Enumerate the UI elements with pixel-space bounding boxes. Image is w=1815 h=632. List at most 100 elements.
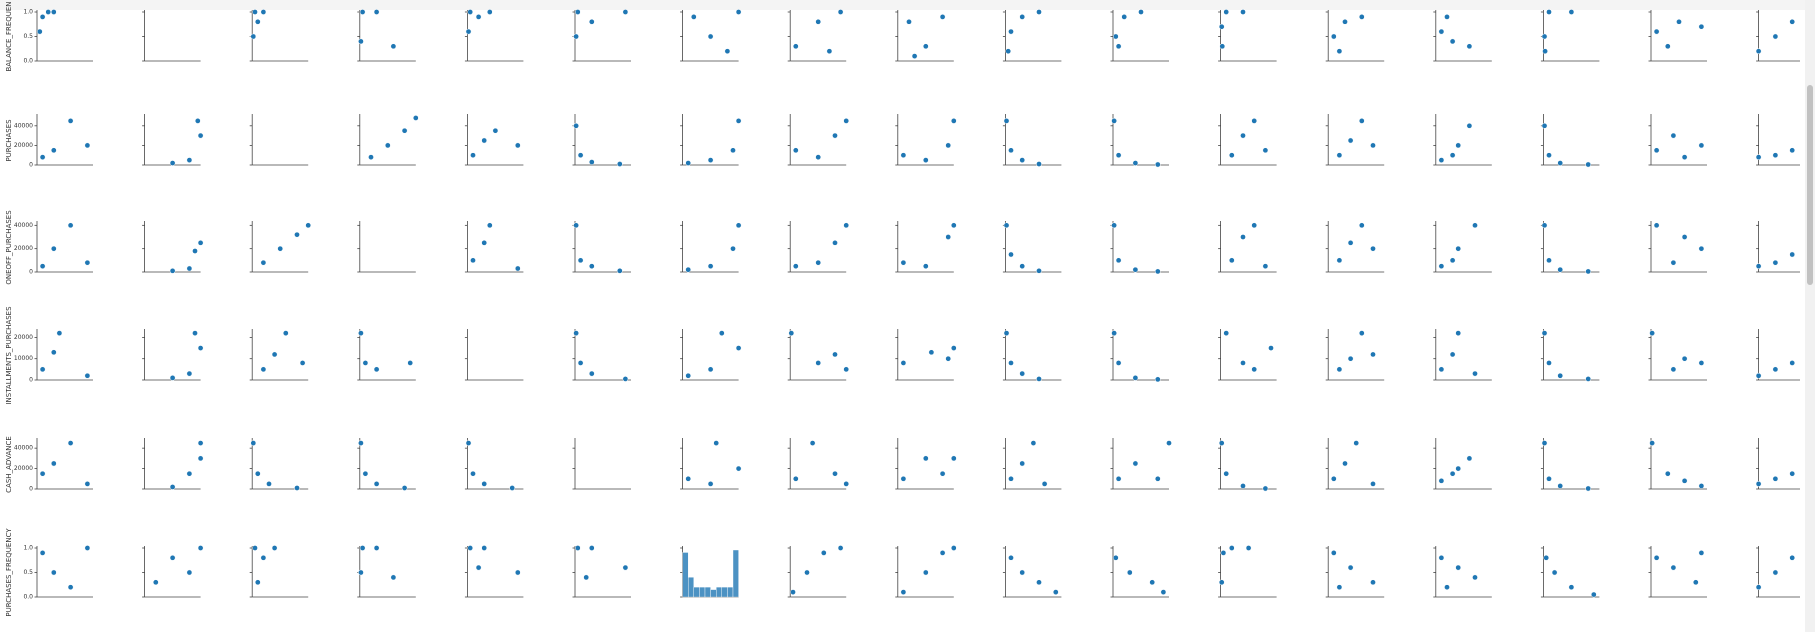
- scatter-point: [1772, 33, 1779, 40]
- scrollbar[interactable]: [1805, 0, 1815, 632]
- scatter-point: [1755, 263, 1762, 270]
- scatter-point: [1019, 569, 1026, 576]
- scatter-point: [1336, 366, 1343, 373]
- scatter-point: [1019, 14, 1026, 20]
- scatter-point: [1438, 554, 1445, 561]
- scatter-point: [1772, 569, 1779, 576]
- scatter-point: [820, 550, 827, 556]
- scatter-point: [407, 360, 414, 366]
- scatter-point: [588, 263, 595, 270]
- scatter-point: [197, 455, 204, 462]
- scatter-point: [84, 259, 91, 266]
- scatter-point: [735, 222, 742, 229]
- scatter-point: [1030, 440, 1037, 446]
- scatter-point: [1541, 330, 1548, 336]
- scatter-point: [1115, 43, 1122, 50]
- scatter-point: [1223, 9, 1230, 15]
- y-tick-label: 20000: [14, 465, 33, 472]
- scatter-point: [39, 14, 46, 20]
- scatter-point: [1772, 366, 1779, 373]
- y-tick-label: 40000: [14, 445, 33, 452]
- scatter-point: [1692, 579, 1699, 586]
- scatter-point: [573, 330, 579, 336]
- scatter-point: [514, 569, 521, 576]
- scatter-point: [475, 14, 482, 20]
- scatter-point: [514, 265, 521, 272]
- scatter-point: [465, 440, 472, 446]
- scatter-point: [1472, 222, 1478, 229]
- hist-bar: [699, 586, 706, 598]
- scatter-point: [950, 222, 957, 229]
- scatter-point: [815, 154, 822, 161]
- scatter-point: [1585, 268, 1592, 275]
- scatter-point: [1358, 14, 1365, 20]
- y-axis-label: CASH_ADVANCE: [5, 436, 13, 493]
- scatter-point: [39, 366, 46, 373]
- scatter-point: [67, 440, 74, 446]
- y-tick-label: 40000: [14, 222, 33, 229]
- scatter-point: [1542, 48, 1548, 55]
- scatter-point: [1132, 266, 1139, 273]
- hist-bar: [704, 586, 711, 598]
- scatter-point: [359, 545, 366, 551]
- scatter-point: [832, 239, 838, 246]
- scatter-point: [1772, 259, 1779, 266]
- scatter-point: [1262, 485, 1269, 492]
- scatter-point: [1166, 440, 1172, 446]
- scatter-point: [1466, 455, 1473, 462]
- scatter-point: [169, 484, 176, 490]
- scatter-point: [186, 157, 193, 163]
- scatter-point: [1755, 154, 1762, 161]
- y-tick-label: 20000: [14, 245, 33, 252]
- scatter-point: [1358, 222, 1365, 229]
- scatter-point: [900, 589, 907, 595]
- y-tick-label: 1.0: [23, 545, 33, 552]
- scatter-point: [36, 28, 43, 35]
- scatter-point: [373, 481, 380, 487]
- scatter-point: [282, 330, 289, 336]
- scatter-point: [1472, 574, 1478, 581]
- y-axis-label: INSTALLMENTS_PURCHASES: [5, 306, 13, 405]
- scatter-point: [1336, 257, 1343, 264]
- scatter-point: [1649, 330, 1655, 336]
- scatter-point: [1112, 554, 1119, 561]
- hist-bar: [688, 577, 695, 598]
- scatter-point: [260, 9, 267, 15]
- scatter-point: [1546, 9, 1552, 15]
- scatter-point: [1681, 154, 1688, 161]
- scatter-point: [1755, 481, 1762, 487]
- scatter-point: [84, 545, 91, 551]
- scatter-point: [1005, 48, 1012, 55]
- scatter-point: [358, 330, 364, 336]
- scatter-point: [1541, 440, 1548, 446]
- scatter-point: [900, 475, 907, 482]
- scatter-point: [1008, 360, 1014, 366]
- scatter-point: [1358, 330, 1365, 336]
- scatter-point: [939, 470, 946, 477]
- scatter-point: [56, 330, 63, 336]
- scatter-point: [1541, 122, 1548, 129]
- scatter-point: [470, 257, 476, 264]
- scatter-point: [254, 579, 261, 586]
- scrollbar-thumb[interactable]: [1807, 85, 1813, 285]
- scatter-point: [922, 43, 929, 50]
- scatter-point: [1251, 366, 1258, 373]
- scatter-point: [922, 569, 929, 576]
- scatter-point: [50, 460, 57, 467]
- scatter-point: [197, 440, 204, 446]
- scatter-point: [1003, 118, 1010, 124]
- scatter-point: [1036, 267, 1042, 274]
- hist-bar: [716, 586, 723, 598]
- scatter-point: [574, 9, 581, 15]
- scatter-point: [186, 569, 193, 576]
- scatter-point: [1670, 132, 1677, 139]
- scatter-point: [707, 263, 714, 270]
- scatter-point: [1132, 375, 1139, 381]
- scatter-point: [194, 118, 201, 124]
- scatter-point: [826, 48, 833, 55]
- scatter-point: [945, 142, 952, 149]
- scatter-point: [1019, 460, 1026, 467]
- scatter-point: [1455, 142, 1462, 149]
- scatter-point: [467, 545, 474, 551]
- scatter-point: [186, 370, 193, 377]
